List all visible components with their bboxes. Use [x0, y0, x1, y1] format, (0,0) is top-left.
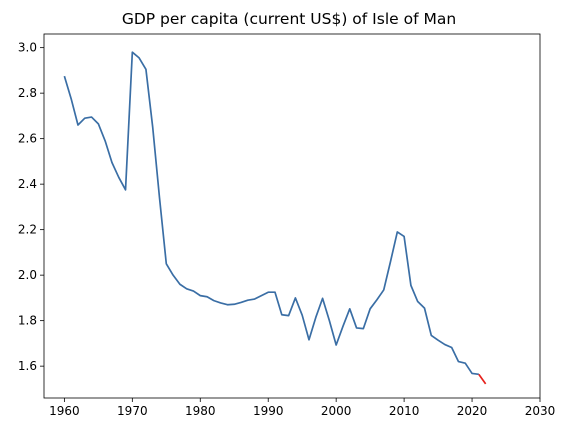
y-tick-label-2.6: 2.6: [18, 132, 37, 146]
x-tick-label-1990: 1990: [253, 404, 284, 418]
series-line-1: [478, 373, 487, 385]
y-tick-label-2.0: 2.0: [18, 268, 37, 282]
chart-title: GDP per capita (current US$) of Isle of …: [122, 10, 456, 28]
y-tick-label-2.2: 2.2: [18, 223, 37, 237]
axes-frame: [43, 33, 541, 399]
x-tick-label-1960: 1960: [49, 404, 80, 418]
x-tick-label-2020: 2020: [457, 404, 488, 418]
y-tick-label-1.6: 1.6: [18, 359, 37, 373]
x-tick-label-2030: 2030: [525, 404, 556, 418]
plot-area: 1960 1970 1980 1990 2000 2010 2020 2030 1.6 1.8 2.…: [18, 33, 556, 418]
x-tick-label-1980: 1980: [185, 404, 216, 418]
y-tick-label-1.8: 1.8: [18, 314, 37, 328]
y-tick-label-2.4: 2.4: [18, 177, 37, 191]
y-tick-label-2.8: 2.8: [18, 86, 37, 100]
x-tick-label-2000: 2000: [321, 404, 352, 418]
series-line-0: [63, 51, 479, 376]
y-tick-label-3.0: 3.0: [18, 41, 37, 55]
x-tick-label-1970: 1970: [117, 404, 148, 418]
x-tick-label-2010: 2010: [389, 404, 420, 418]
